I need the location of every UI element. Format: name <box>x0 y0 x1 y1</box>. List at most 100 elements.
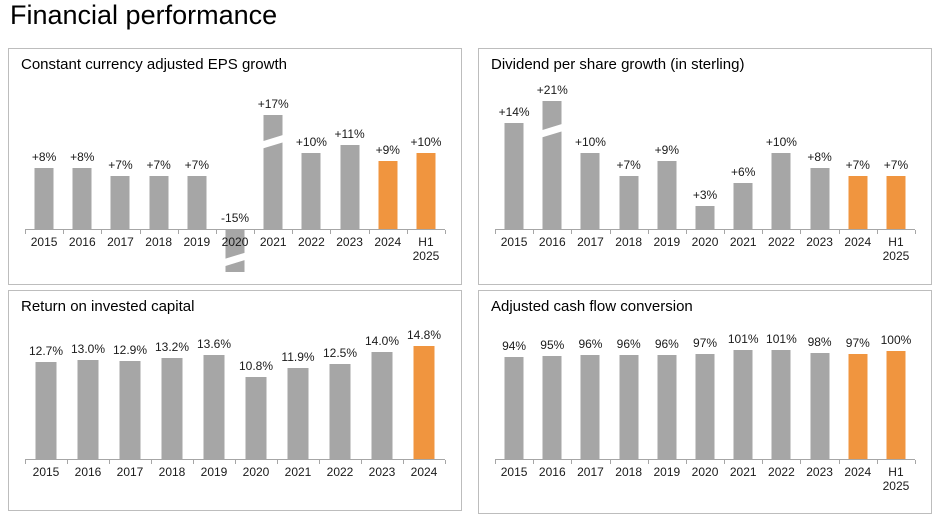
x-axis-label: 2019 <box>200 465 228 479</box>
chart-column: 100% <box>877 327 915 459</box>
bar-2017 <box>110 176 130 229</box>
axis-tick <box>571 230 573 234</box>
plot-area: 12.7% 13.0% 12.9% 13.2% 13.6% 10.8% 11.9% 12.5%… <box>25 327 446 464</box>
bar-2017 <box>580 355 600 459</box>
bar-2024 <box>848 176 868 229</box>
chart-column: +7% <box>140 79 178 229</box>
x-axis-label: 2015 <box>30 235 58 249</box>
value-label: +10% <box>410 135 442 149</box>
axis-tick <box>915 230 916 234</box>
bar-2021 <box>263 115 283 229</box>
axis-tick <box>571 460 573 464</box>
bar-2022 <box>301 153 321 229</box>
x-axis-label: 2022 <box>298 235 325 249</box>
bar-2019 <box>657 161 677 229</box>
x-axis-label: 2017 <box>107 235 134 249</box>
bar-2023 <box>810 168 830 229</box>
bar-2019 <box>657 355 677 459</box>
x-axis-label: 2022 <box>326 465 354 479</box>
x-axis-label: 2020 <box>221 235 249 249</box>
axis-tick <box>609 460 611 464</box>
value-label: +8% <box>31 150 57 164</box>
value-label: +7% <box>184 158 210 172</box>
axis-tick <box>193 460 194 464</box>
chart-column: 13.2% <box>151 327 193 459</box>
chart-column: +10% <box>571 79 609 229</box>
chart-column: 12.9% <box>109 327 151 459</box>
bar-2016 <box>542 356 562 459</box>
bar-2016 <box>542 101 562 229</box>
value-label: 11.9% <box>281 350 315 364</box>
axis-tick <box>445 230 446 234</box>
bar-2020 <box>695 206 715 229</box>
chart-column: 94% <box>495 327 533 459</box>
x-axis-label: 2018 <box>615 235 642 249</box>
bar-h1-2025 <box>886 351 906 459</box>
value-label: +7% <box>845 158 870 172</box>
bar-2022 <box>771 350 791 459</box>
x-axis-label: 2019 <box>653 465 681 479</box>
axis-tick <box>254 230 256 234</box>
bar-2017 <box>119 361 141 459</box>
axis-tick <box>838 230 840 234</box>
axis-tick <box>495 460 496 464</box>
x-axis-label: 2019 <box>183 235 211 249</box>
chart-title: Dividend per share growth (in sterling) <box>491 56 745 73</box>
x-axis-label: 2024 <box>410 465 438 479</box>
chart-column: +14% <box>495 79 533 229</box>
chart-column: +9% <box>369 79 407 229</box>
axis-tick <box>533 230 535 234</box>
chart-column: 97% <box>686 327 724 459</box>
value-label: +8% <box>807 150 832 164</box>
page-title: Financial performance <box>10 0 278 30</box>
bar-2016 <box>77 360 99 459</box>
chart-column: 97% <box>839 327 877 459</box>
x-axis-label: H1 2025 <box>882 235 910 264</box>
chart-column: +8% <box>25 79 63 229</box>
axis-tick <box>762 460 764 464</box>
bar-2019 <box>187 176 207 229</box>
chart-return-on-invested-capital: 12.7% 13.0% 12.9% 13.2% 13.6% 10.8% 11.9% 12.5%… <box>25 327 446 479</box>
x-axis-label: 2023 <box>806 465 833 479</box>
value-label: 12.5% <box>322 346 358 360</box>
value-label: +17% <box>257 97 289 111</box>
value-label: 94% <box>502 339 527 353</box>
chart-column: +7% <box>178 79 216 229</box>
chart-column: 11.9% <box>277 327 319 459</box>
bar-2018 <box>619 355 639 459</box>
axis-tick <box>406 230 408 234</box>
value-label: 12.9% <box>112 343 148 357</box>
chart-column: +6% <box>724 79 762 229</box>
axis-tick <box>876 230 878 234</box>
value-label: +11% <box>334 127 365 141</box>
axis-tick <box>177 230 179 234</box>
value-label: +7% <box>108 158 133 172</box>
chart-column: +11% <box>331 79 369 229</box>
x-axis-label: 2015 <box>32 465 60 479</box>
chart-column: 12.5% <box>319 327 361 459</box>
value-label: 97% <box>845 336 870 350</box>
bar-2020 <box>225 230 245 272</box>
x-axis-label: 2024 <box>844 235 872 249</box>
x-axis-label: 2019 <box>653 235 681 249</box>
chart-column: +9% <box>648 79 686 229</box>
value-label: 97% <box>693 336 718 350</box>
chart-eps-growth: +8% +8% +7% +7% +7% -15% +17% +10% +11% +9% +10% 20… <box>25 79 446 272</box>
value-label: +21% <box>536 83 568 97</box>
bar-2020 <box>245 377 267 459</box>
chart-title: Adjusted cash flow conversion <box>491 298 693 315</box>
axis-tick <box>277 460 278 464</box>
value-label: -15% <box>221 211 250 225</box>
value-label: 96% <box>578 337 603 351</box>
x-axis-label: 2024 <box>374 235 402 249</box>
chart-column: 13.6% <box>193 327 235 459</box>
axis-tick <box>533 460 535 464</box>
chart-column: +7% <box>839 79 877 229</box>
chart-column: 98% <box>801 327 839 459</box>
panel-eps-growth: Constant currency adjusted EPS growth +8… <box>8 48 462 285</box>
chart-title: Return on invested capital <box>21 298 195 315</box>
value-label: 13.0% <box>70 342 106 356</box>
bar-2015 <box>504 123 524 229</box>
x-axis-labels: 2015 2016 2017 2018 2019 2020 2021 2022 2023 2024… <box>25 230 445 264</box>
value-label: +3% <box>692 188 718 202</box>
